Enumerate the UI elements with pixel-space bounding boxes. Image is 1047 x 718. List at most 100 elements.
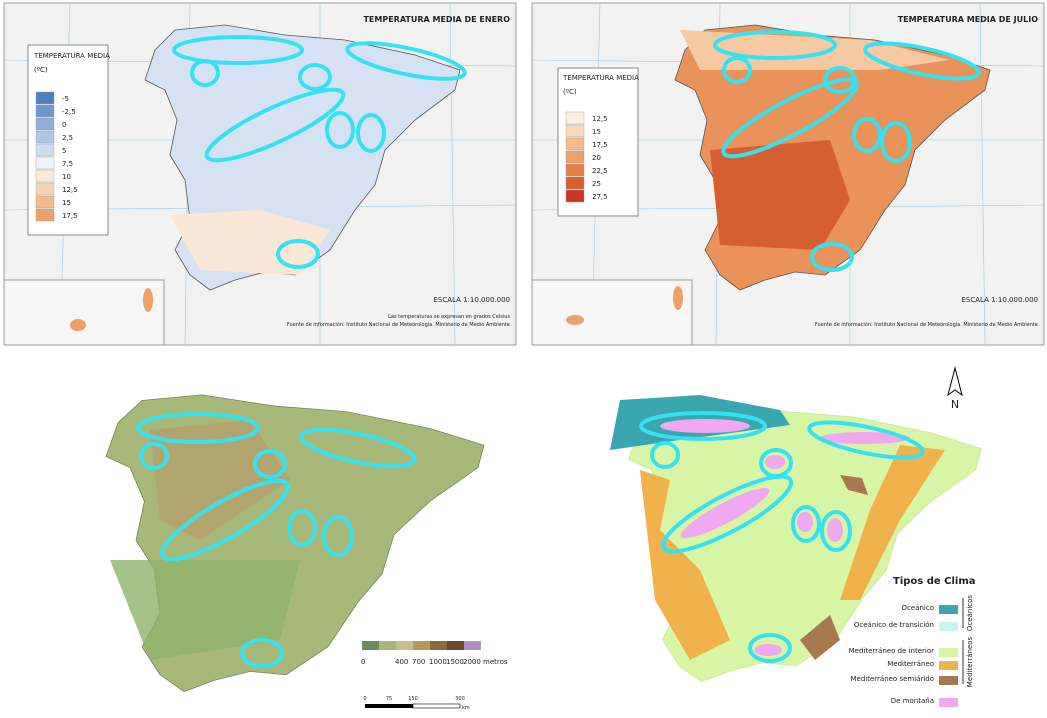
highlight — [748, 633, 792, 663]
scale-label: 75 — [386, 696, 392, 702]
note: Fuente de información: Instituto Naciona… — [287, 321, 510, 328]
legend-swatch — [362, 641, 379, 650]
legend-swatch — [35, 91, 55, 105]
highlight — [325, 111, 355, 149]
lowland — [110, 560, 300, 660]
highlight — [880, 121, 912, 163]
north-label: N — [951, 398, 959, 411]
legend-swatch — [565, 150, 585, 164]
legend-label: 15 — [62, 199, 71, 207]
legend-label: Mediterráneo semiárido — [850, 675, 934, 683]
highlight — [299, 427, 417, 469]
highlight — [356, 113, 386, 153]
legend-swatch — [939, 698, 958, 707]
legend-swatch — [939, 661, 958, 670]
highlight — [136, 412, 260, 444]
legend-swatch — [565, 111, 585, 125]
highlight — [639, 411, 767, 441]
highlight — [276, 239, 320, 269]
legend-label: 1500 — [446, 658, 464, 666]
legend-label: 10 — [62, 173, 71, 181]
note: Las temperaturas se expresan en grados C… — [388, 314, 510, 320]
map-title: TEMPERATURA MEDIA DE ENERO — [363, 15, 510, 24]
highlight — [660, 474, 794, 554]
legend-swatch — [35, 169, 55, 183]
legend-label: 7,5 — [62, 160, 73, 168]
note: Fuente de información: Instituto Naciona… — [815, 321, 1038, 328]
legend-label: De montaña — [891, 697, 934, 705]
legend-label: 20 — [592, 154, 601, 162]
highlight — [160, 478, 290, 562]
legend-label: 0 — [361, 658, 365, 666]
legend-label: 25 — [592, 180, 601, 188]
north-arrow — [947, 366, 963, 397]
highlight — [240, 638, 284, 668]
legend-swatch — [35, 130, 55, 144]
island — [566, 315, 584, 325]
legend-swatch — [413, 641, 430, 650]
mountain — [660, 419, 910, 656]
group-label: Oceánicos — [966, 595, 974, 631]
legend-label: 0 — [62, 121, 66, 129]
legend-title: Tipos de Clima — [893, 576, 976, 587]
map-title: TEMPERATURA MEDIA DE JULIO — [898, 15, 1038, 24]
legend-swatch — [35, 143, 55, 157]
legend-unit: (ºC) — [34, 66, 48, 74]
hot-zone — [710, 140, 850, 250]
legend-swatch — [379, 641, 396, 650]
semiarid — [800, 615, 840, 660]
legend-label: 1000 — [429, 658, 447, 666]
legend-label: 17,5 — [62, 212, 78, 220]
legend-swatch — [35, 182, 55, 196]
legend-title: TEMPERATURA MEDIA — [33, 52, 110, 60]
scale: ESCALA 1:10.000.000 — [961, 296, 1038, 304]
legend-label: 15 — [592, 128, 601, 136]
mediterranean — [840, 445, 945, 600]
climate-map: N Tipos de Clima Oceánicos Mediterráneos — [610, 366, 982, 687]
scale-bar — [365, 704, 413, 708]
scale-label: 150 — [408, 696, 418, 702]
highlight — [190, 59, 220, 87]
scale-label: 0 — [363, 696, 366, 702]
legend-label: 5 — [62, 147, 66, 155]
legend-swatch — [430, 641, 447, 650]
scale-unit: km — [462, 705, 470, 711]
legend-label: 27,5 — [592, 193, 608, 201]
legend-swatch — [939, 622, 958, 631]
highlight — [810, 242, 854, 272]
legend-swatch — [939, 676, 958, 685]
legend-swatch — [565, 189, 585, 203]
legend-swatch — [464, 641, 481, 650]
legend-label: 12,5 — [62, 186, 78, 194]
legend-swatch — [396, 641, 413, 650]
highlight — [820, 510, 852, 552]
legend-swatch — [565, 163, 585, 177]
legend-swatch — [35, 208, 55, 222]
highlight — [298, 63, 332, 91]
highlight — [713, 30, 837, 60]
legend-label: 700 — [412, 658, 425, 666]
highlight — [322, 515, 354, 557]
july-map: TEMPERATURA MEDIA (ºC) TEMPERATURA MEDIA… — [531, 2, 1045, 346]
legend-swatch — [35, 104, 55, 118]
scale: ESCALA 1:10.000.000 — [433, 296, 510, 304]
legend-swatch — [35, 117, 55, 131]
highlight — [721, 77, 859, 159]
legend-label: -5 — [62, 95, 69, 103]
island — [143, 288, 153, 312]
highlight — [287, 509, 317, 547]
scale-label: 300 — [455, 696, 465, 702]
highlight — [139, 442, 169, 470]
canary-inset — [3, 279, 165, 346]
mediterranean — [640, 470, 730, 660]
legend-swatch — [35, 156, 55, 170]
highlight — [650, 441, 680, 469]
relief-map: km — [105, 394, 485, 711]
legend-swatch — [565, 137, 585, 151]
legend-swatch — [939, 605, 958, 614]
highlight — [345, 41, 467, 81]
highlight — [722, 56, 752, 84]
highlight — [807, 420, 925, 460]
highlight — [863, 41, 981, 81]
highlight — [791, 505, 821, 543]
